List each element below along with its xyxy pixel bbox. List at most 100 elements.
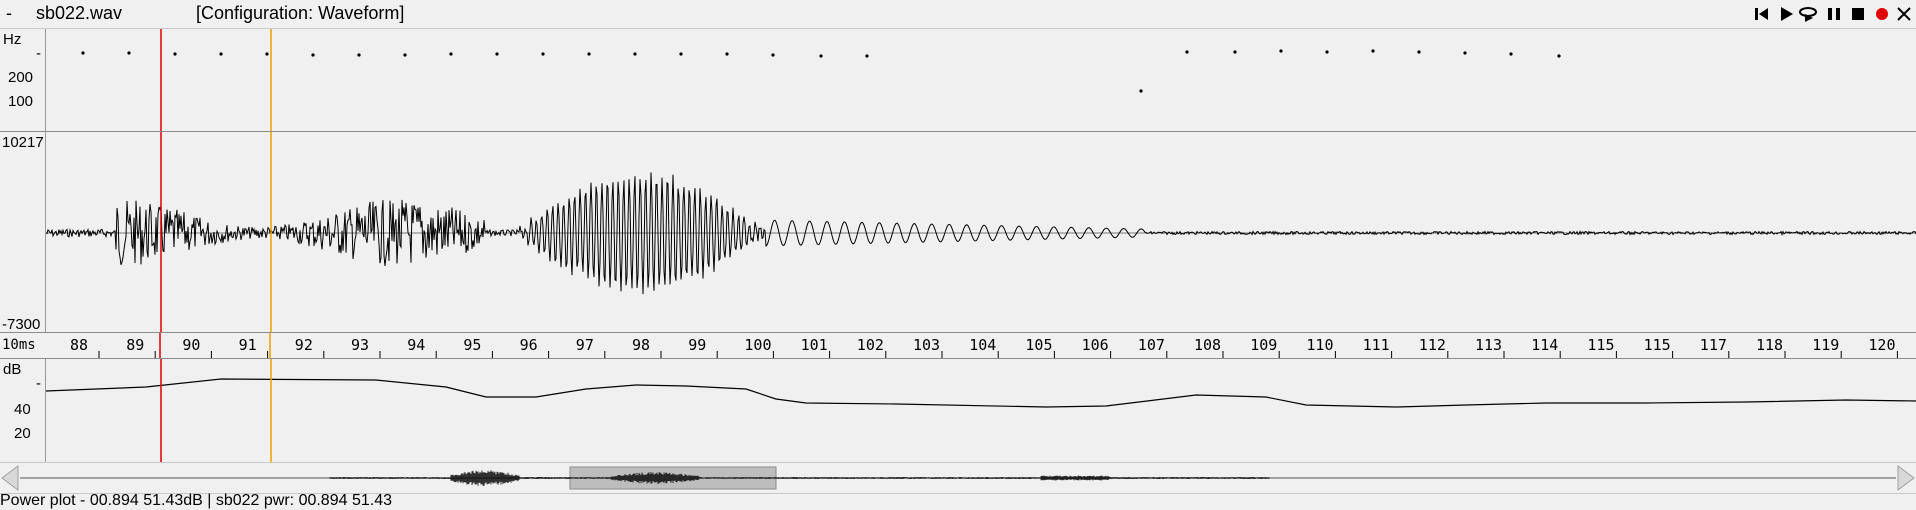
time-tick-label: 104	[969, 336, 996, 354]
waveform-max-label: 10217	[2, 134, 44, 151]
time-tick-label: 98	[632, 336, 650, 354]
time-tick-label: 96	[520, 336, 538, 354]
power-tick-top: -	[36, 375, 41, 392]
time-tick-label: 110	[1306, 336, 1333, 354]
pitch-point	[865, 54, 869, 58]
pitch-point	[633, 52, 637, 56]
record-icon[interactable]	[1872, 4, 1892, 24]
pitch-plot[interactable]	[45, 29, 1916, 131]
title-bar: - sb022.wav [Configuration: Waveform]	[0, 0, 1916, 29]
time-tick-label: 89	[126, 336, 144, 354]
time-tick-label: 94	[407, 336, 425, 354]
pitch-tick-100: 100	[8, 93, 34, 110]
pitch-point	[819, 54, 823, 58]
pane-divider	[0, 131, 1916, 132]
configuration-label: [Configuration: Waveform]	[196, 3, 405, 23]
time-tick-label: 102	[857, 336, 884, 354]
time-tick-label: 99	[688, 336, 706, 354]
time-tick-label: 97	[576, 336, 594, 354]
time-tick-label: 91	[239, 336, 257, 354]
time-tick-label: 92	[295, 336, 313, 354]
pitch-point	[1139, 89, 1143, 93]
overview-trace	[329, 470, 1270, 486]
pitch-point	[357, 53, 361, 57]
pitch-point	[1557, 54, 1561, 58]
time-tick-label: 115	[1644, 336, 1671, 354]
stop-icon[interactable]	[1848, 4, 1868, 24]
time-tick-label: 115	[1587, 336, 1614, 354]
loop-play-icon[interactable]	[1798, 4, 1818, 24]
time-tick-label: 117	[1700, 336, 1727, 354]
power-curve	[45, 359, 1916, 462]
pitch-unit-label: Hz	[3, 31, 22, 48]
time-tick-label: 95	[463, 336, 481, 354]
pitch-point	[679, 52, 683, 56]
pitch-point	[1233, 50, 1237, 54]
pitch-point	[1463, 51, 1467, 55]
waveform-trace	[45, 132, 1916, 332]
pitch-point	[771, 53, 775, 57]
overview-waveform	[329, 470, 1270, 486]
pitch-point	[1371, 49, 1375, 53]
pitch-track	[81, 29, 1561, 131]
waveform-plot[interactable]	[45, 132, 1916, 332]
pitch-point	[449, 52, 453, 56]
pitch-point	[81, 51, 85, 55]
power-tick-40: 40	[14, 401, 31, 418]
pitch-point	[1279, 49, 1283, 53]
pitch-point	[127, 51, 131, 55]
pitch-point	[1417, 50, 1421, 54]
time-axis-ticks: 88 89 90 91 92 93 94 95 96 97 98 99 100 101 102 103 104 1…	[70, 333, 1898, 358]
power-tick-20: 20	[14, 425, 31, 442]
pitch-point	[587, 52, 591, 56]
skip-to-start-icon[interactable]	[1752, 4, 1772, 24]
pitch-point	[1185, 50, 1189, 54]
time-tick-label: 105	[1025, 336, 1052, 354]
power-path	[45, 378, 1916, 408]
time-tick-label: 107	[1138, 336, 1165, 354]
pitch-point	[725, 52, 729, 56]
time-tick-label: 118	[1756, 336, 1783, 354]
waveform-pane: 10217 -7300	[0, 132, 1916, 333]
menu-button[interactable]: -	[6, 3, 12, 23]
pitch-tick-200: 200	[8, 69, 34, 86]
power-unit-label: dB	[3, 361, 22, 378]
time-axis: 10ms 88 89 90 91 92 93 94 95 96 97 98 99 100 101 102 10…	[0, 332, 1916, 359]
pitch-point	[265, 52, 269, 56]
time-tick-label: 112	[1419, 336, 1446, 354]
time-unit-label: 10ms	[2, 337, 36, 353]
close-icon[interactable]	[1894, 4, 1914, 24]
pitch-point	[311, 53, 315, 57]
file-name: sb022.wav	[36, 3, 123, 23]
scroll-left-arrow-icon[interactable]	[1, 465, 19, 491]
pitch-point	[403, 53, 407, 57]
waveform-min-label: -7300	[2, 316, 41, 333]
time-tick-label: 90	[182, 336, 200, 354]
pitch-point	[541, 52, 545, 56]
waveform-path	[45, 172, 1916, 295]
time-tick-label: 113	[1475, 336, 1502, 354]
power-plot[interactable]	[45, 359, 1916, 462]
pause-icon[interactable]	[1824, 4, 1844, 24]
time-tick-label: 108	[1194, 336, 1221, 354]
pitch-point	[1325, 50, 1329, 54]
scroll-right-arrow-icon[interactable]	[1897, 465, 1915, 491]
time-tick-label: 93	[351, 336, 369, 354]
time-tick-label: 106	[1082, 336, 1109, 354]
status-bar: Power plot - 00.894 51.43dB | sb022 pwr:…	[0, 492, 392, 509]
time-tick-label: 119	[1812, 336, 1839, 354]
pitch-point	[219, 52, 223, 56]
time-tick-label: 100	[744, 336, 771, 354]
time-tick-label: 101	[801, 336, 828, 354]
play-icon[interactable]	[1776, 4, 1796, 24]
time-tick-label: 111	[1363, 336, 1390, 354]
power-pane: dB - 40 20	[0, 359, 1916, 462]
pitch-point	[173, 52, 177, 56]
time-tick-label: 88	[70, 336, 88, 354]
pitch-point	[495, 52, 499, 56]
time-tick-label: 103	[913, 336, 940, 354]
time-tick-label: 120	[1868, 336, 1895, 354]
time-tick-label: 114	[1531, 336, 1558, 354]
pitch-tick-top: -	[36, 45, 41, 62]
overview-scrollbar[interactable]	[0, 462, 1916, 494]
